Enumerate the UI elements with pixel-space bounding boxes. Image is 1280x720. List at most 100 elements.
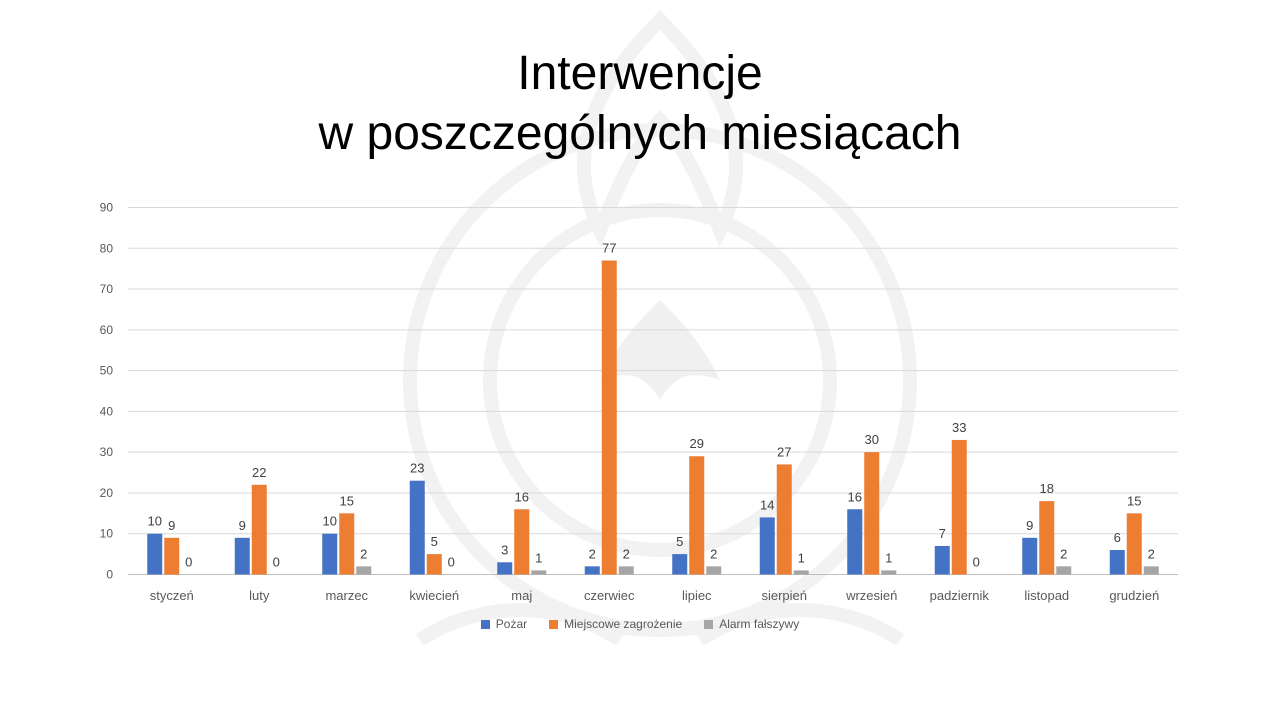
y-tick-label: 30 [100,445,114,459]
y-tick-label: 70 [100,282,114,296]
bar [672,554,688,575]
bar [426,554,442,575]
bar [1109,550,1125,575]
x-tick-label: kwiecień [409,588,459,603]
bar [689,456,705,575]
data-label: 0 [448,555,455,570]
bar [601,260,617,575]
chart-title-line1: Interwencje [517,47,763,100]
bar [759,517,775,575]
bar [584,566,600,575]
data-label: 15 [340,493,354,508]
chart-title-line2: w poszczególnych miesiącach [318,107,962,160]
bar [847,509,863,575]
x-tick-label: lipiec [682,588,712,603]
y-tick-label: 40 [100,404,114,418]
data-label: 6 [1114,530,1121,545]
legend-swatch-pozar [480,619,490,629]
bar [1126,513,1142,575]
bar [1039,501,1055,575]
data-label: 77 [602,241,616,256]
bar [618,566,634,575]
y-tick-label: 0 [106,568,113,582]
bar [497,562,513,575]
bar [339,513,355,575]
bar [934,545,950,575]
data-label: 1 [885,550,892,565]
data-label: 1 [535,550,542,565]
data-label: 16 [515,489,529,504]
data-label: 3 [501,542,508,557]
bar [234,537,250,575]
bar [706,566,722,575]
y-tick-label: 20 [100,486,114,500]
legend-label-alarm: Alarm fałszywy [719,617,800,631]
data-label: 5 [676,534,683,549]
bar [864,452,880,575]
bar [164,537,180,575]
x-tick-label: czerwiec [584,588,635,603]
bar [1143,566,1159,575]
data-label: 0 [273,555,280,570]
x-tick-label: luty [249,588,270,603]
legend-item-miejscowe: Miejscowe zagrożenie [549,617,682,631]
data-label: 9 [168,518,175,533]
data-label: 1 [798,550,805,565]
data-label: 9 [239,518,246,533]
data-label: 30 [865,432,879,447]
y-tick-label: 50 [100,364,114,378]
data-label: 10 [323,514,337,529]
data-label: 7 [939,526,946,541]
data-label: 5 [431,534,438,549]
bar [776,464,792,575]
bar [793,570,809,575]
x-tick-label: maj [511,588,532,603]
bar [322,533,338,575]
x-tick-label: marzec [325,588,368,603]
data-label: 9 [1026,518,1033,533]
data-label: 2 [623,546,630,561]
legend-label-miejscowe: Miejscowe zagrożenie [564,617,683,631]
x-tick-label: listopad [1024,588,1069,603]
data-label: 18 [1040,481,1054,496]
x-tick-label: styczeń [150,588,194,603]
data-label: 2 [1060,546,1067,561]
data-label: 2 [589,546,596,561]
data-label: 15 [1127,493,1141,508]
legend-swatch-alarm [704,619,714,629]
data-label: 10 [148,514,162,529]
data-label: 0 [973,555,980,570]
legend-item-alarm: Alarm fałszywy [704,617,799,631]
y-tick-label: 80 [100,241,114,255]
data-label: 14 [760,497,774,512]
bar [514,509,530,575]
bar [1056,566,1072,575]
legend-label-pozar: Pożar [495,617,528,631]
bar [951,439,967,575]
data-label: 16 [848,489,862,504]
bar [1022,537,1038,575]
data-label: 27 [777,444,791,459]
bar [147,533,163,575]
data-label: 2 [1148,546,1155,561]
data-label: 29 [690,436,704,451]
data-label: 0 [185,555,192,570]
bar [409,480,425,575]
data-label: 2 [710,546,717,561]
bar [356,566,372,575]
data-label: 22 [252,465,266,480]
x-tick-label: padziernik [930,588,990,603]
x-tick-label: grudzień [1109,588,1159,603]
legend-item-pozar: Pożar [480,617,528,631]
y-tick-label: 60 [100,323,114,337]
data-label: 2 [360,546,367,561]
bar [531,570,547,575]
x-tick-label: sierpień [761,588,807,603]
legend-swatch-miejscowe [549,619,559,629]
bar [251,484,267,575]
y-tick-label: 90 [100,201,114,215]
chart-legend: Pożar Miejscowe zagrożenie Alarm fałszyw… [0,617,1280,631]
chart-title: Interwencje w poszczególnych miesiącach [0,44,1280,164]
